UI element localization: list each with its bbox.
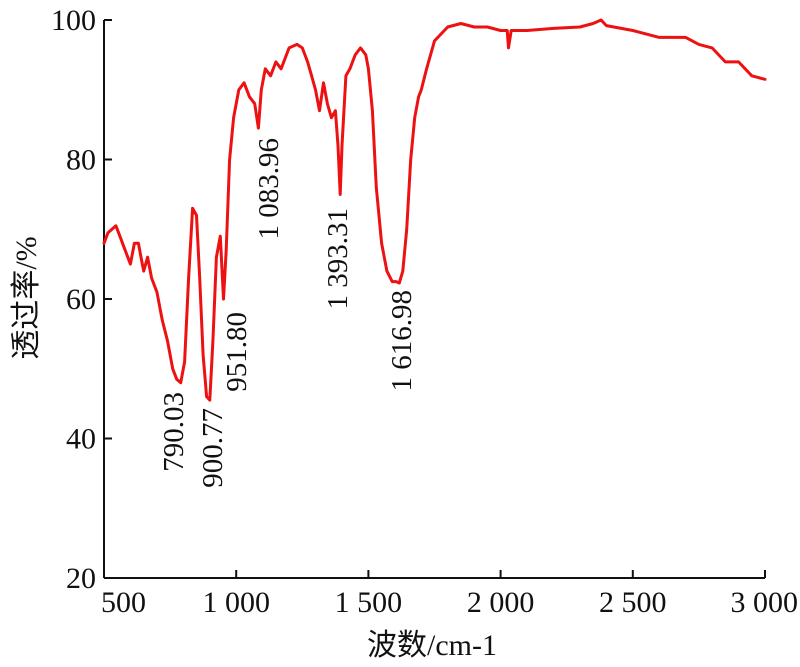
- x-axis-ticks: 500 1 000 1 500 2 000 2 500 3 000: [101, 570, 798, 619]
- x-tick-label: 2 500: [599, 586, 667, 619]
- peak-label-1083: 1 083.96: [253, 138, 285, 240]
- x-tick-label: 500: [101, 586, 146, 619]
- plot-frame: [103, 20, 765, 579]
- x-tick-label: 3 000: [731, 586, 799, 619]
- y-tick-label: 80: [66, 144, 96, 177]
- y-axis-ticks: 20 40 60 80 100: [51, 4, 112, 595]
- peak-label-790: 790.03: [158, 392, 190, 472]
- peak-label-900: 900.77: [197, 408, 229, 488]
- peak-label-1616: 1 616.98: [386, 290, 418, 392]
- y-tick-label: 100: [51, 4, 96, 37]
- x-tick-label: 2 000: [467, 586, 535, 619]
- y-tick-label: 40: [66, 423, 96, 456]
- peak-label-1393: 1 393.31: [322, 208, 354, 310]
- x-tick-label: 1 000: [202, 586, 270, 619]
- peak-label-951: 951.80: [221, 312, 253, 392]
- y-axis-label: 透过率/%: [10, 236, 43, 359]
- y-tick-label: 20: [66, 562, 96, 595]
- x-axis-label: 波数/cm-1: [367, 629, 497, 662]
- x-tick-label: 1 500: [335, 586, 403, 619]
- transmittance-series-line: [102, 18, 767, 402]
- y-tick-label: 60: [66, 283, 96, 316]
- peak-annotations: 790.03 900.77 951.80 1 083.96 1 393.31 1…: [158, 138, 418, 488]
